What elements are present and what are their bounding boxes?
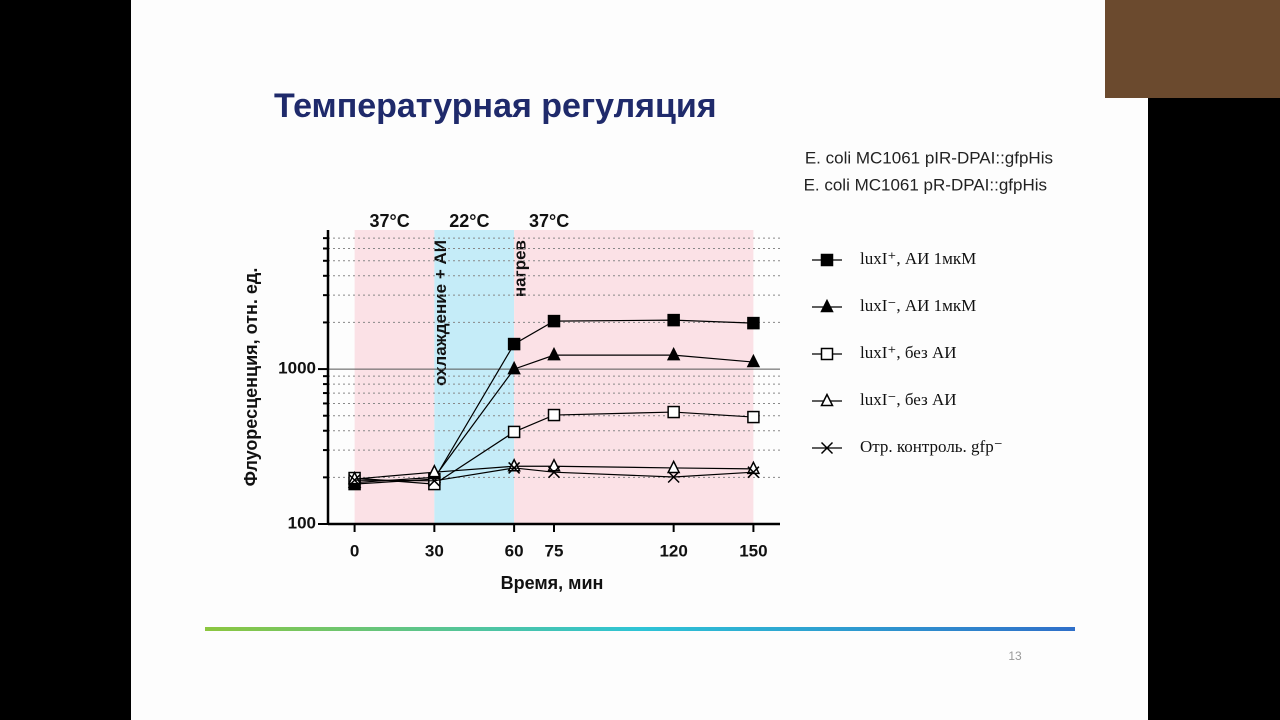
legend-label: luxI⁺, без АИ — [860, 343, 957, 362]
legend-marker — [820, 298, 834, 313]
strain: E. coli MC1061 pIR-DPAI::gfpHis — [805, 148, 1053, 167]
region — [514, 230, 754, 524]
marker — [666, 459, 681, 474]
marker — [348, 474, 361, 487]
slide-edge — [1105, 98, 1148, 720]
marker — [667, 470, 680, 484]
x-tick-label: 0 — [350, 541, 359, 560]
strain: E. coli MC1061 pR-DPAI::gfpHis — [804, 175, 1047, 194]
marker — [747, 316, 760, 330]
marker — [507, 360, 521, 375]
legend-label: Отр. контроль. gfp⁻ — [860, 437, 1003, 456]
marker — [746, 353, 761, 368]
series-line — [354, 319, 754, 485]
marker — [667, 313, 680, 327]
series-line — [354, 354, 754, 484]
region-label: 22°C — [449, 211, 489, 231]
legend-marker — [820, 347, 834, 361]
x-tick-label: 150 — [739, 541, 767, 560]
x-tick-label: 30 — [425, 541, 444, 560]
region — [354, 230, 435, 524]
series-line — [354, 467, 754, 482]
legend-marker — [820, 441, 834, 455]
x-tick-label: 120 — [659, 541, 687, 560]
region-label: 37°C — [529, 211, 569, 231]
y-tick-label: 1000 — [278, 359, 316, 378]
divider — [205, 627, 1075, 631]
x-axis-label: Время, мин — [501, 573, 604, 593]
marker — [547, 458, 561, 472]
legend-label: luxI⁺, АИ 1мкМ — [860, 249, 976, 268]
legend-label: luxI⁻, АИ 1мкМ — [860, 296, 976, 315]
marker — [427, 464, 442, 478]
marker — [746, 460, 761, 475]
series-line — [354, 411, 754, 485]
marker — [547, 466, 561, 479]
y-tick-label: 100 — [288, 513, 316, 532]
marker — [667, 405, 680, 419]
marker — [547, 314, 561, 328]
slide-title: Температурная регуляция — [274, 87, 717, 125]
marker — [428, 477, 441, 491]
marker — [428, 474, 441, 487]
legend-label: luxI⁻, без АИ — [860, 390, 957, 409]
y-axis-label: Флуоресценция, отн. ед. — [241, 268, 261, 487]
marker — [507, 425, 521, 439]
legend-marker — [820, 253, 834, 267]
x-tick-label: 75 — [545, 541, 564, 560]
region-label: 37°C — [369, 211, 409, 231]
marker — [747, 410, 760, 424]
video-thumbnail[interactable] — [1105, 0, 1280, 98]
marker — [507, 337, 521, 351]
marker — [666, 346, 681, 361]
region-note: охлаждение + АИ — [431, 240, 450, 386]
region-note: нагрев — [511, 240, 530, 297]
legend-marker — [820, 392, 834, 407]
page-number: 13 — [1008, 649, 1022, 663]
plot: 37°C 22°C охлаждение + АИ 37°C нагрев 100 1000… — [278, 211, 1003, 561]
marker — [508, 461, 521, 474]
marker — [747, 466, 760, 479]
marker — [547, 346, 561, 361]
x-tick-label: 60 — [505, 541, 524, 560]
series-line — [354, 465, 754, 480]
marker — [547, 408, 561, 422]
